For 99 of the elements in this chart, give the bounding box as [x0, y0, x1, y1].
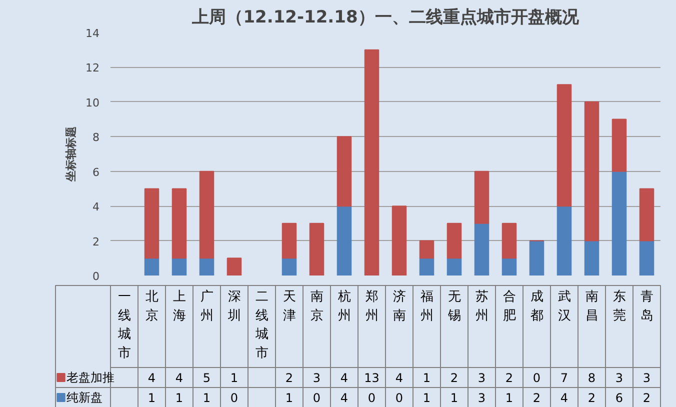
data-label: 5 [202, 371, 211, 385]
x-tick-label: 青岛 [640, 290, 654, 324]
bar [584, 240, 600, 276]
bar [336, 136, 352, 207]
data-label: 3 [478, 371, 486, 385]
bar [172, 258, 187, 276]
data-label: 2 [642, 391, 651, 405]
bar [172, 188, 187, 259]
data-label: 1 [422, 391, 431, 405]
bar [584, 101, 600, 242]
x-tick-label: 二线城市 [254, 290, 268, 361]
data-label: 2 [505, 371, 514, 385]
data-label: 2 [285, 371, 294, 385]
bar [419, 258, 434, 276]
data-label: 4 [175, 371, 184, 385]
x-tick-label: 北京 [145, 290, 158, 324]
legend-label: 老盘加推 [66, 370, 114, 384]
bar [474, 222, 490, 276]
bar [612, 170, 627, 276]
y-tick-label: 4 [92, 200, 100, 214]
data-label: 1 [230, 371, 238, 385]
x-tick-label: 福州 [420, 290, 434, 324]
data-label: 1 [175, 391, 184, 405]
data-label: 1 [202, 391, 211, 405]
data-label: 4 [340, 391, 348, 405]
data-label: 1 [148, 391, 156, 405]
data-label: 0 [368, 391, 376, 405]
y-tick-label: 8 [92, 131, 100, 144]
data-label: 3 [615, 371, 624, 385]
x-tick-label: 南京 [310, 290, 324, 324]
x-tick-label: 天津 [282, 290, 296, 324]
bar [502, 222, 517, 259]
x-tick-label: 无锡 [446, 290, 461, 324]
data-label: 8 [588, 371, 596, 385]
x-tick-label: 合肥 [502, 290, 516, 324]
data-label: 13 [364, 371, 380, 385]
bar [309, 222, 324, 276]
bar [502, 258, 517, 276]
bar [336, 206, 352, 276]
data-label: 1 [505, 391, 514, 405]
bar [392, 206, 407, 276]
bar [226, 258, 242, 276]
data-label: 3 [642, 371, 651, 385]
data-label: 0 [395, 391, 404, 405]
y-axis-title: 坐标轴标题 [64, 126, 78, 182]
legend-label: 纯新盘 [66, 390, 102, 404]
data-label: 7 [560, 371, 568, 385]
bar [282, 258, 297, 276]
data-label: 4 [148, 371, 156, 385]
bar [529, 240, 544, 276]
y-tick-label: 0 [92, 270, 100, 283]
x-tick-label: 深圳 [226, 290, 241, 324]
bar [446, 222, 462, 259]
x-tick-label: 苏州 [475, 290, 488, 324]
x-tick-label: 上海 [172, 290, 186, 324]
data-label: 6 [615, 391, 624, 405]
x-tick-label: 广州 [200, 290, 214, 324]
bar [639, 188, 654, 242]
data-label: 1 [422, 371, 431, 385]
data-label: 0 [230, 391, 238, 405]
x-tick-label: 武汉 [558, 290, 571, 324]
x-tick-label: 成都 [530, 290, 544, 324]
data-label: 2 [588, 391, 596, 405]
data-label: 2 [450, 371, 458, 385]
bar [474, 170, 490, 224]
bar [639, 240, 654, 276]
data-label: 4 [340, 371, 348, 385]
x-tick-label: 一线城市 [116, 290, 131, 361]
bar [556, 206, 572, 276]
data-label: 4 [560, 391, 568, 405]
bar [556, 84, 572, 207]
bar [612, 118, 627, 172]
bar [199, 170, 214, 259]
bar [144, 188, 160, 259]
data-label: 3 [312, 371, 321, 385]
x-tick-label: 东莞 [612, 290, 626, 324]
chart-title: 上周（12.12-12.18）一、二线重点城市开盘概况 [191, 8, 580, 28]
data-label: 1 [285, 391, 294, 405]
data-label: 2 [532, 391, 541, 405]
data-label: 1 [450, 391, 458, 405]
x-tick-label: 郑州 [365, 290, 378, 324]
bar [446, 258, 462, 276]
y-tick-label: 12 [86, 62, 100, 75]
y-tick-label: 6 [92, 166, 100, 179]
y-tick-label: 10 [86, 96, 100, 110]
data-label: 0 [312, 391, 321, 405]
x-tick-label: 南昌 [585, 290, 598, 324]
y-tick-label: 14 [86, 27, 100, 40]
y-tick-label: 2 [92, 235, 100, 248]
data-label: 4 [395, 371, 404, 385]
x-tick-label: 济南 [392, 290, 406, 324]
x-tick-label: 杭州 [336, 290, 351, 324]
data-label: 3 [478, 391, 486, 405]
bar [144, 258, 160, 276]
bar [419, 240, 434, 259]
bar [199, 258, 214, 276]
bar [282, 222, 297, 259]
data-label: 0 [532, 371, 541, 385]
bar [364, 49, 380, 276]
